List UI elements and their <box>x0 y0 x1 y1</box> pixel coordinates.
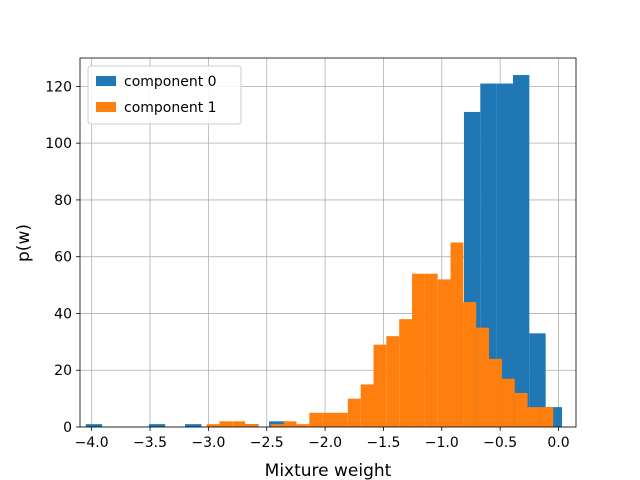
x-axis-label: Mixture weight <box>265 461 392 480</box>
bar-series-1 <box>399 319 413 427</box>
bar-series-1 <box>450 242 464 427</box>
y-tick-label: 80 <box>54 193 72 209</box>
x-tick-label: −3.5 <box>133 435 167 451</box>
legend-swatch <box>96 76 116 86</box>
legend: component 0 component 1 <box>87 65 242 125</box>
y-tick-label: 20 <box>54 363 72 379</box>
bar-series-1 <box>540 407 554 427</box>
bar-series-0 <box>529 333 546 427</box>
bar-series-1 <box>232 421 246 427</box>
x-tick-label: −2.5 <box>250 435 284 451</box>
x-tick-label: −4.0 <box>75 435 109 451</box>
bar-series-1 <box>219 421 233 427</box>
bar-series-1 <box>463 302 477 427</box>
bar-series-0 <box>185 424 202 427</box>
y-tick-label: 40 <box>54 306 72 322</box>
legend-label: component 1 <box>124 100 217 116</box>
bars <box>85 75 562 428</box>
bar-series-1 <box>476 327 490 427</box>
bar-series-1 <box>347 398 361 427</box>
x-tick-label: −1.0 <box>425 435 459 451</box>
bar-series-1 <box>527 407 541 427</box>
bar-series-1 <box>489 358 502 427</box>
legend-box <box>87 65 242 125</box>
bar-series-0 <box>512 75 530 428</box>
bar-series-1 <box>296 424 310 427</box>
ticks: −4.0 −3.5 −3.0 −2.5 −2.0 −1.5 −1.0 −0.5 0.0 0 20 40… <box>45 79 569 451</box>
plot-frame <box>79 57 577 428</box>
bar-series-1 <box>514 392 528 427</box>
x-tick-label: −3.0 <box>191 435 225 451</box>
y-tick-label: 0 <box>63 420 72 436</box>
y-axis-label: p(w) <box>14 224 34 262</box>
bar-series-1 <box>424 273 438 427</box>
y-tick-label: 120 <box>45 79 72 95</box>
bar-series-1 <box>270 424 284 427</box>
legend-label: component 0 <box>124 74 217 90</box>
x-tick-label: −2.0 <box>308 435 342 451</box>
x-tick-label: 0.0 <box>547 435 569 451</box>
bar-series-0 <box>148 424 166 427</box>
bar-series-1 <box>283 421 297 427</box>
bar-series-1 <box>335 412 348 427</box>
bar-series-1 <box>309 412 323 427</box>
legend-swatch <box>96 102 116 112</box>
bar-series-0 <box>85 424 103 427</box>
bar-series-1 <box>373 344 387 427</box>
bar-series-1 <box>322 412 336 427</box>
y-tick-label: 100 <box>45 136 72 152</box>
bar-series-0 <box>496 83 513 428</box>
bar-series-1 <box>386 336 400 427</box>
x-tick-label: −0.5 <box>483 435 517 451</box>
bar-series-1 <box>245 424 258 427</box>
bar-series-1 <box>501 378 515 427</box>
x-tick-label: −1.5 <box>366 435 400 451</box>
bar-series-1 <box>412 273 425 427</box>
bar-series-1 <box>360 384 374 427</box>
bar-series-1 <box>206 424 220 427</box>
y-tick-label: 60 <box>54 250 72 266</box>
bar-series-1 <box>437 279 451 427</box>
